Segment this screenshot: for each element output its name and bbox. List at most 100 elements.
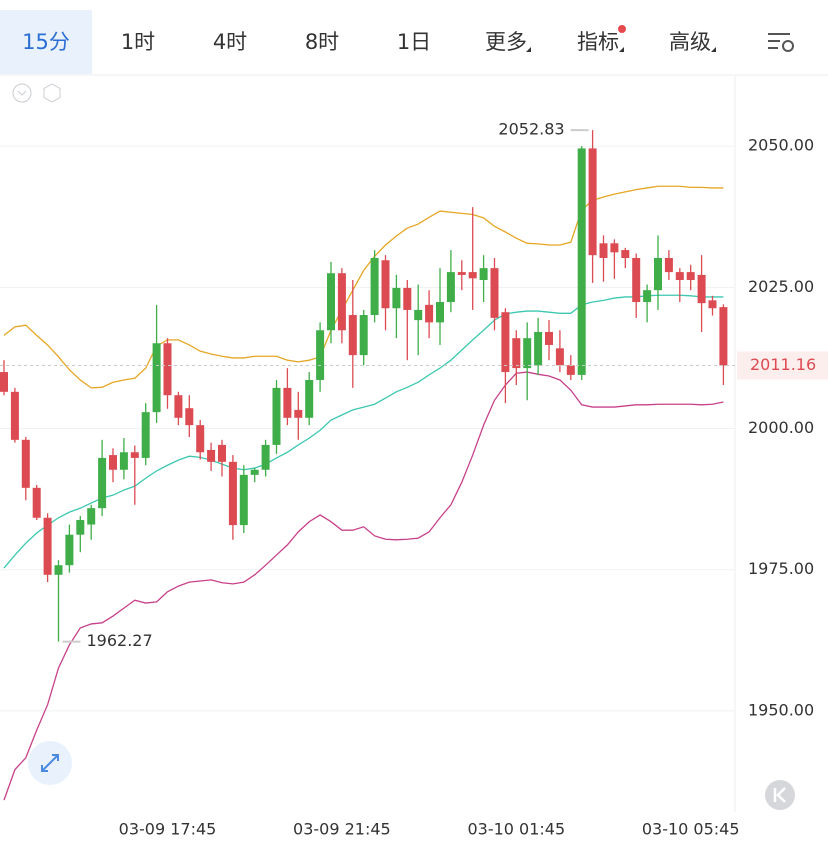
candle-body xyxy=(174,395,183,418)
tab[interactable]: 高级 xyxy=(669,30,711,54)
collapse-icon[interactable] xyxy=(12,83,32,103)
x-tick-label: 03-10 05:45 xyxy=(642,820,740,839)
y-tick-label: 2050.00 xyxy=(748,136,814,155)
dropdown-arrow xyxy=(526,47,531,52)
candle-body xyxy=(207,449,216,462)
candle-body xyxy=(697,274,706,304)
candle-body xyxy=(337,273,346,331)
candle-body xyxy=(98,457,107,509)
band-line xyxy=(3,185,724,389)
candle-body xyxy=(686,272,695,281)
candle-body xyxy=(468,272,477,279)
candle-body xyxy=(65,534,74,566)
tab[interactable]: 1时 xyxy=(121,30,155,54)
tab[interactable]: 指标 xyxy=(577,30,619,54)
candle-body xyxy=(43,517,52,575)
tab[interactable]: 15分 xyxy=(22,30,70,54)
candle-body xyxy=(479,268,488,281)
dropdown-arrow xyxy=(711,47,716,52)
candle-body xyxy=(632,257,641,303)
candle-body xyxy=(501,312,510,373)
y-tick-label: 2000.00 xyxy=(748,418,814,437)
candle-body xyxy=(163,343,172,396)
candle-body xyxy=(545,331,553,345)
candle-body xyxy=(348,315,357,356)
candle-body xyxy=(436,302,444,323)
candle-body xyxy=(109,455,117,470)
candle-body xyxy=(130,452,139,458)
candle-body xyxy=(327,273,335,331)
tab[interactable]: 更多 xyxy=(485,30,527,54)
candle-body xyxy=(403,287,412,310)
candle-body xyxy=(675,272,684,281)
candle-body xyxy=(359,315,368,356)
candle-body xyxy=(305,379,314,418)
candle-body xyxy=(512,338,521,369)
candle-body xyxy=(76,520,85,535)
candle-body xyxy=(599,243,608,258)
candle-body xyxy=(272,387,281,445)
candle-body xyxy=(555,348,564,366)
reset-icon xyxy=(773,787,786,803)
last-price-label: 2011.16 xyxy=(750,355,816,374)
dropdown-arrow xyxy=(619,47,624,52)
candle-body xyxy=(392,287,401,309)
candle-body xyxy=(523,338,532,369)
x-tick-label: 03-09 17:45 xyxy=(119,820,217,839)
candle-body xyxy=(10,391,19,440)
last-price-bg xyxy=(737,351,828,380)
plot: 1950.00 1975.00 2000.00 2025.00 2050.00 03-09… xyxy=(0,120,828,839)
x-tick-label: 03-09 21:45 xyxy=(293,820,391,839)
settings-icon[interactable] xyxy=(768,33,794,52)
candle-body xyxy=(87,508,96,525)
tab[interactable]: 4时 xyxy=(213,30,247,54)
candle-body xyxy=(577,148,586,375)
band-line xyxy=(3,294,724,569)
y-tick-label: 1975.00 xyxy=(748,559,814,578)
candle-body xyxy=(457,272,466,275)
candle-body xyxy=(261,444,270,470)
candle-body xyxy=(32,487,41,518)
active-tab-bg xyxy=(0,10,92,74)
candle-body xyxy=(446,272,455,303)
candle-body xyxy=(414,309,423,321)
x-tick-label: 03-10 01:45 xyxy=(467,820,565,839)
settings-hex[interactable] xyxy=(43,83,61,103)
candle-body xyxy=(654,257,662,291)
candle-body xyxy=(370,257,379,316)
y-tick-label: 2025.00 xyxy=(748,277,814,296)
candle-body xyxy=(610,243,619,253)
candle-body xyxy=(185,408,194,426)
candle-body xyxy=(621,250,630,258)
candle-body xyxy=(381,260,390,309)
candle-body xyxy=(228,461,237,526)
max-label: 2052.83 xyxy=(498,120,564,139)
tab-bar xyxy=(0,0,828,75)
reset-button[interactable] xyxy=(765,780,795,810)
candle-body xyxy=(119,452,128,470)
candle-body xyxy=(425,304,434,323)
candle-body xyxy=(218,444,226,462)
candle-body xyxy=(141,412,150,458)
candle-body xyxy=(239,474,248,526)
notify-dot xyxy=(618,25,626,33)
candle-body xyxy=(664,257,673,273)
candle-body xyxy=(534,331,543,366)
candle-body xyxy=(21,439,30,488)
band-line xyxy=(3,371,724,801)
tabs: 15分 1时 4时 8时 1日 更多 指标 高级 xyxy=(22,30,711,54)
collapse-arrow xyxy=(17,90,27,96)
tab[interactable]: 1日 xyxy=(397,30,431,54)
candle-body xyxy=(566,365,575,375)
y-tick-label: 1950.00 xyxy=(748,700,814,719)
candle-body xyxy=(708,300,717,309)
tab[interactable]: 8时 xyxy=(305,30,339,54)
min-label: 1962.27 xyxy=(87,631,153,650)
expand-icon xyxy=(41,754,59,772)
candle-body xyxy=(643,290,652,303)
candle-body xyxy=(250,469,259,475)
candle-body xyxy=(294,409,303,418)
candle-body xyxy=(316,330,325,380)
